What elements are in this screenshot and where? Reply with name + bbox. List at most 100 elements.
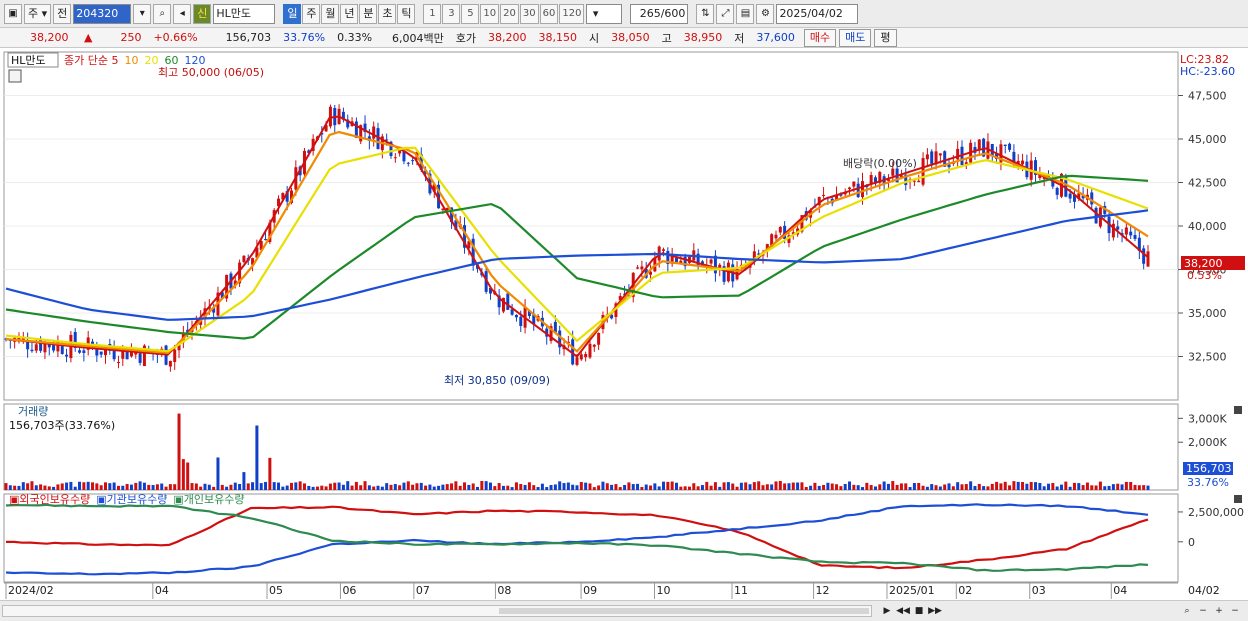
- period-tab-1[interactable]: 주: [302, 3, 321, 24]
- prev-button[interactable]: 전: [53, 3, 72, 24]
- volume-bar: [1142, 485, 1146, 490]
- buy-button[interactable]: 매수: [803, 28, 837, 47]
- stop-icon[interactable]: ■: [914, 606, 924, 616]
- candle-body: [1068, 193, 1072, 199]
- date-label: 02: [958, 584, 972, 597]
- period-tab-4[interactable]: 분: [359, 3, 378, 24]
- chart-type-icon[interactable]: ⇅: [696, 3, 715, 24]
- interval-button-120[interactable]: 120: [559, 3, 585, 24]
- calculator-icon[interactable]: [8, 69, 22, 83]
- volume-bar: [311, 486, 315, 490]
- period-tab-3[interactable]: 년: [340, 3, 359, 24]
- volume-bar: [912, 483, 916, 490]
- volume-bar: [441, 484, 445, 490]
- interval-button-1[interactable]: 1: [423, 3, 442, 24]
- candle-body: [441, 208, 445, 211]
- forward-icon[interactable]: ▶▶: [928, 606, 942, 616]
- period-tab-0[interactable]: 일: [283, 3, 302, 24]
- candle-body: [203, 308, 207, 320]
- save-icon[interactable]: ▤: [736, 3, 755, 24]
- speaker-icon[interactable]: ◂: [173, 3, 192, 24]
- draw-tool-icon[interactable]: ⤢: [716, 3, 735, 24]
- volume-bar: [264, 481, 268, 490]
- volume-bar: [1111, 484, 1115, 490]
- volume-bar: [532, 485, 536, 490]
- current-price: 38,200 ▲: [0, 31, 104, 44]
- volume-bar: [999, 483, 1003, 490]
- candle-body: [398, 148, 402, 154]
- interval-dropdown[interactable]: ▾: [586, 3, 623, 24]
- period-tab-6[interactable]: 틱: [397, 3, 416, 24]
- minus-icon[interactable]: −: [1231, 606, 1239, 616]
- chart-menu-icon[interactable]: ▣: [4, 3, 22, 24]
- date-field[interactable]: 2025/04/02: [776, 3, 859, 24]
- interval-button-10[interactable]: 10: [480, 3, 500, 24]
- stock-name-field[interactable]: HL만도: [213, 3, 276, 24]
- scroll-track[interactable]: [2, 605, 872, 617]
- eval-button[interactable]: 평: [874, 28, 897, 47]
- zoom-icon[interactable]: ⌕: [1184, 606, 1190, 616]
- volume-bar: [908, 487, 912, 490]
- volume-bar: [674, 482, 678, 490]
- zoom-in-icon[interactable]: +: [1215, 606, 1223, 616]
- sell-button[interactable]: 매도: [839, 28, 872, 47]
- volume-bar: [640, 487, 644, 490]
- volume-bar: [359, 485, 363, 490]
- unit-select[interactable]: 주 ▾: [24, 3, 52, 24]
- candle-body: [501, 297, 505, 312]
- scroll-right-icon[interactable]: ▶: [883, 606, 891, 616]
- candle-body: [977, 139, 981, 151]
- volume-bar: [687, 486, 691, 490]
- candle-body: [129, 350, 133, 357]
- interval-button-5[interactable]: 5: [461, 3, 480, 24]
- rewind-icon[interactable]: ◀◀: [896, 606, 910, 616]
- volume-bar: [588, 483, 592, 490]
- date-label: 06: [342, 584, 356, 597]
- volume-bar: [899, 483, 903, 490]
- data-count-field[interactable]: 265/600: [630, 3, 689, 24]
- interval-button-3[interactable]: 3: [442, 3, 461, 24]
- price-tag: [1181, 256, 1245, 270]
- volume-bar: [549, 485, 553, 490]
- gear-icon[interactable]: ⚙: [756, 3, 775, 24]
- stock-chart: 32,50035,00037,50040,00042,50045,00047,5…: [0, 48, 1248, 600]
- price-legend: HL만도 종가 단순 5 10 20 60 120 LC:23.82 HC:-23.60…: [7, 52, 1245, 387]
- holdings-legend: ▣외국인보유수량 ▣기관보유수량 ▣개인보유수량: [9, 493, 244, 506]
- volume-bar: [895, 484, 899, 490]
- volume-bar: [181, 459, 185, 490]
- volume-bar: [739, 482, 743, 490]
- hc-label: HC:-23.60: [1180, 65, 1235, 78]
- price-tick-label: 32,500: [1188, 351, 1227, 364]
- volume-bar: [268, 457, 272, 490]
- volume-bar: [623, 485, 627, 490]
- code-dropdown-icon[interactable]: ▾: [133, 3, 152, 24]
- legend-item-2: 20: [144, 54, 158, 67]
- candle-body: [506, 293, 510, 310]
- volume-close-icon[interactable]: [1234, 406, 1242, 414]
- search-icon[interactable]: ⌕: [153, 3, 172, 24]
- volume-bar: [657, 486, 661, 490]
- price-tick-label: 40,000: [1188, 220, 1227, 233]
- volume-bar: [99, 485, 103, 490]
- interval-button-60[interactable]: 60: [539, 3, 559, 24]
- period-tab-2[interactable]: 월: [321, 3, 340, 24]
- candle-body: [402, 151, 406, 162]
- period-tab-5[interactable]: 초: [378, 3, 397, 24]
- volume-bar: [1003, 481, 1007, 490]
- holdings-plot-frame: [3, 493, 1179, 583]
- volume-bar: [519, 484, 523, 490]
- stock-code-input[interactable]: 204320: [73, 3, 132, 24]
- candle-body: [934, 151, 938, 165]
- zoom-out-icon[interactable]: −: [1199, 606, 1207, 616]
- volume-bar: [930, 484, 934, 490]
- interval-button-20[interactable]: 20: [500, 3, 519, 24]
- date-label: 07: [416, 584, 430, 597]
- holdings-close-icon[interactable]: [1234, 495, 1242, 503]
- scroll-thumb[interactable]: [499, 608, 869, 614]
- volume-bar: [467, 484, 471, 490]
- candle-body: [713, 255, 717, 274]
- volume-bar: [1068, 486, 1072, 490]
- interval-button-30[interactable]: 30: [519, 3, 539, 24]
- volume-bar: [315, 486, 319, 490]
- volume-bar: [294, 482, 298, 490]
